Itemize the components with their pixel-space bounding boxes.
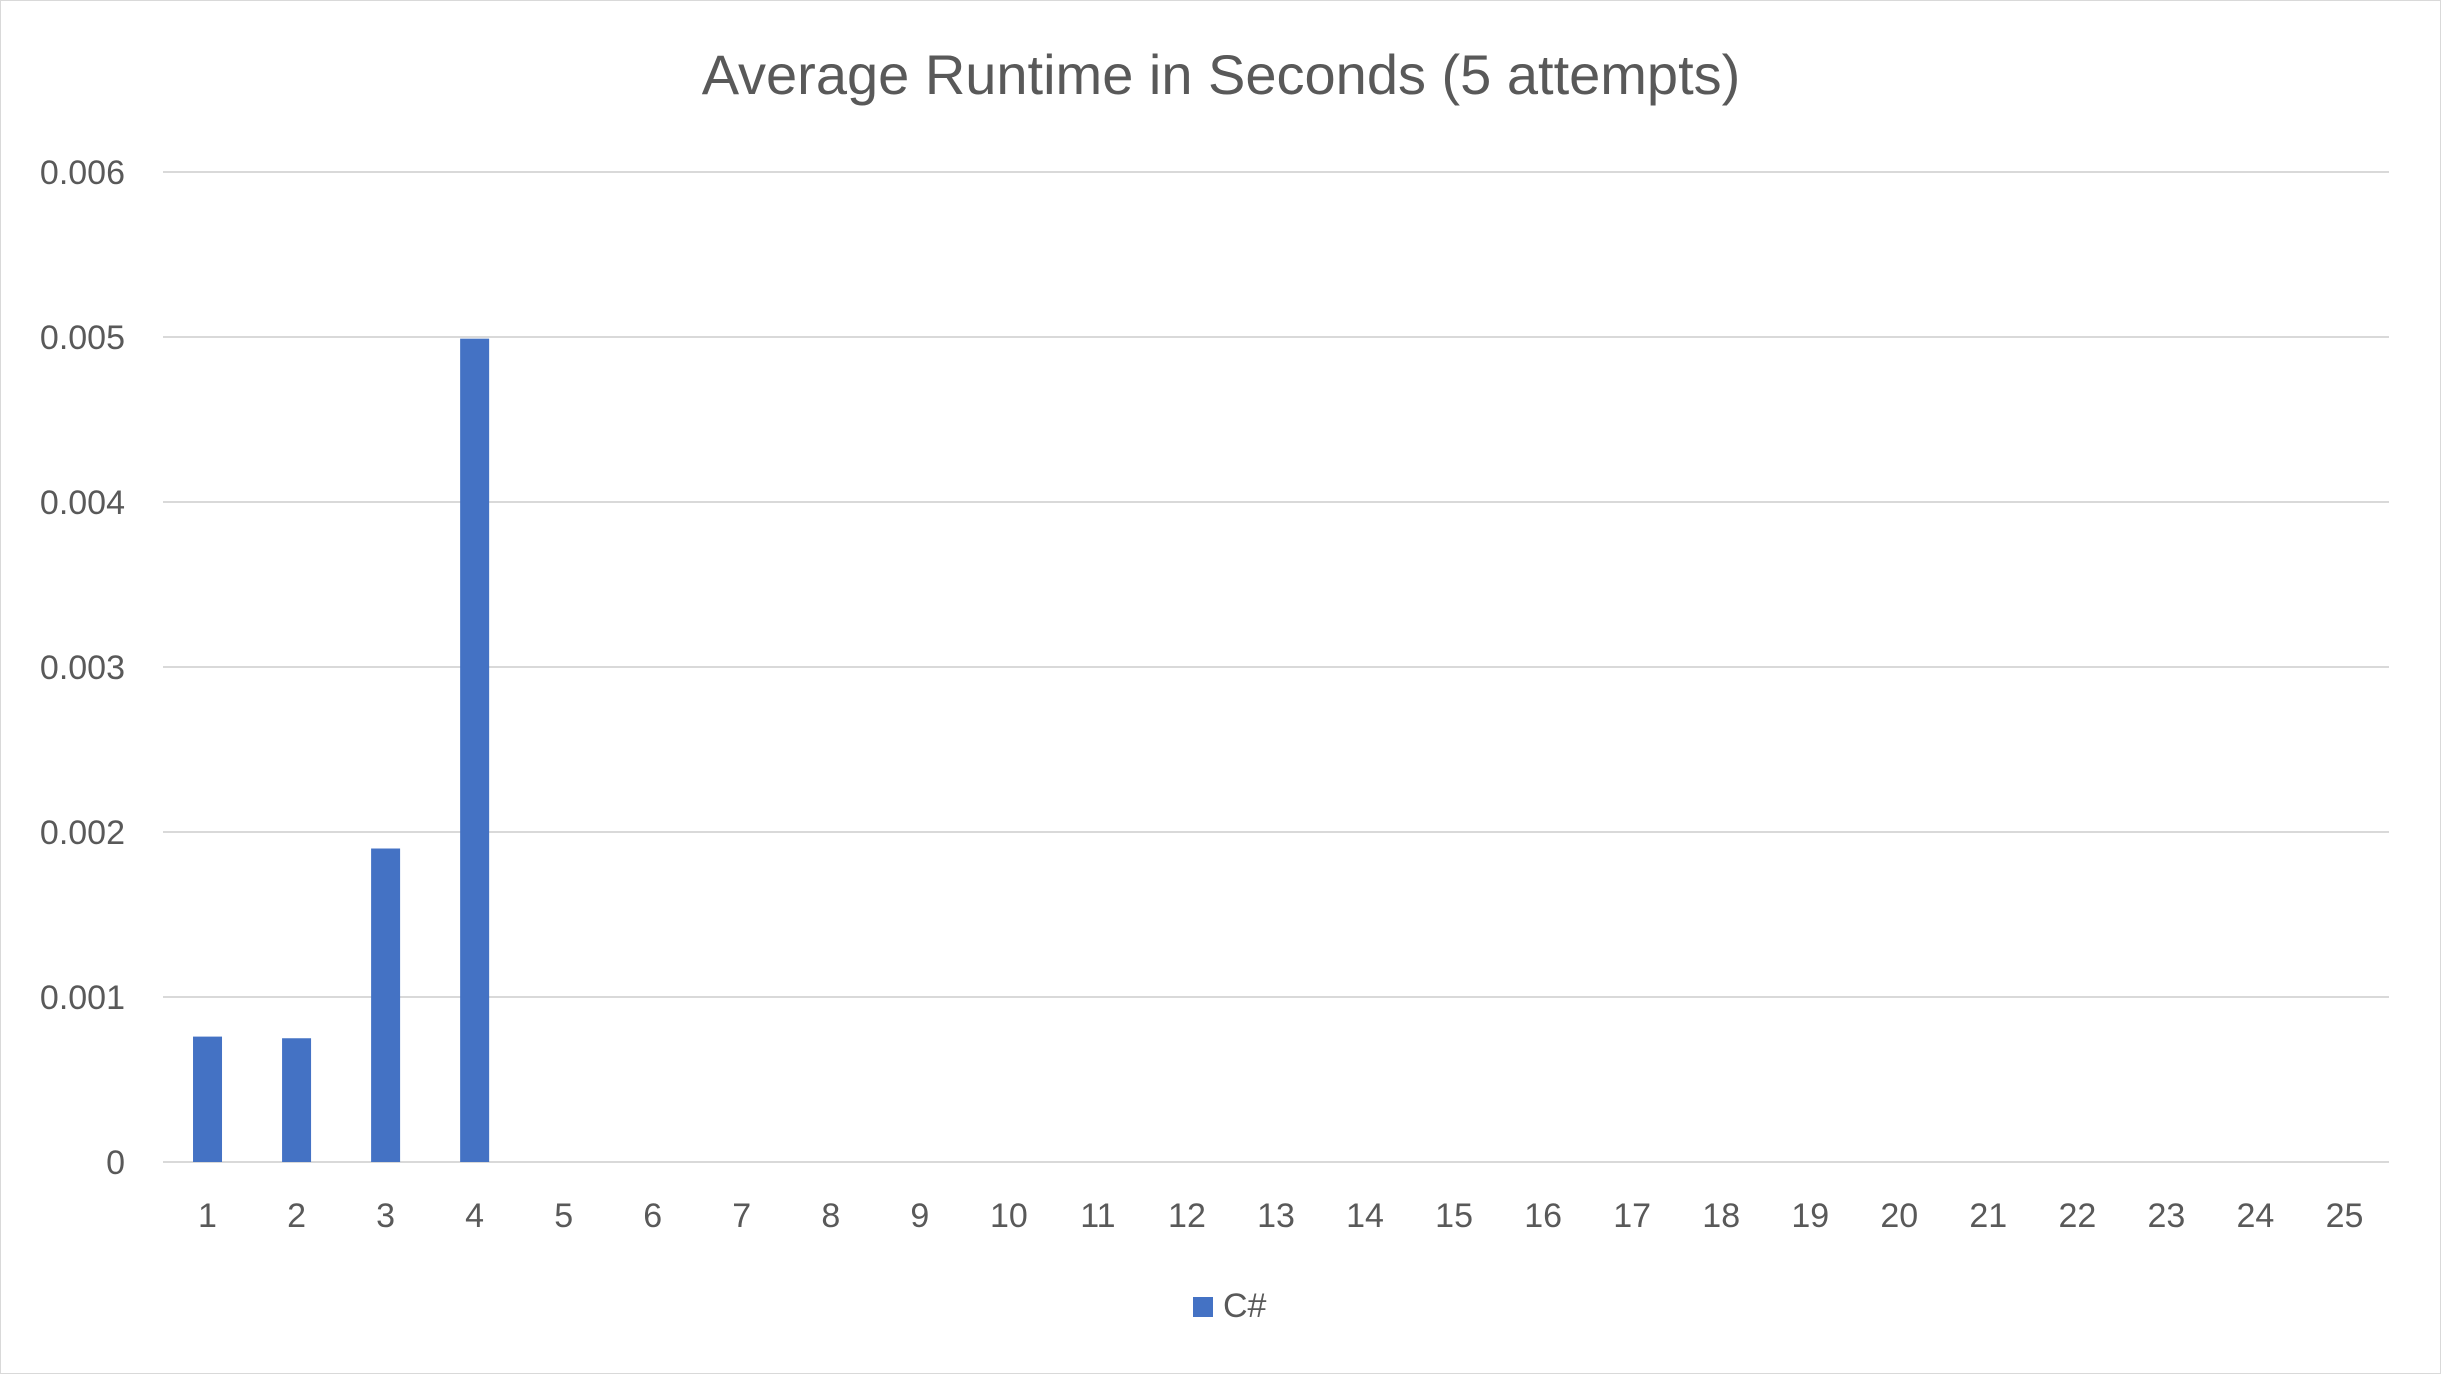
x-tick-label: 12 [1168,1197,1206,1235]
x-tick-label: 21 [1969,1197,2007,1235]
y-tick-label: 0.006 [40,154,125,192]
y-tick-label: 0 [106,1144,125,1182]
x-tick-label: 16 [1524,1197,1562,1235]
y-tick-label: 0.003 [40,649,125,687]
x-tick-label: 20 [1880,1197,1918,1235]
y-tick-label: 0.005 [40,319,125,357]
legend-label: C# [1223,1287,1267,1325]
gridlines [163,171,2389,1163]
legend-swatch [1193,1297,1213,1317]
bar [282,1038,312,1162]
x-tick-label: 22 [2058,1197,2096,1235]
x-tick-label: 5 [554,1197,573,1235]
x-tick-label: 8 [821,1197,840,1235]
x-tick-label: 15 [1435,1197,1473,1235]
x-tick-label: 6 [643,1197,662,1235]
y-axis-tick-labels: 0 0.001 0.002 0.003 0.004 0.005 0.006 [40,154,125,1182]
x-tick-label: 13 [1257,1197,1295,1235]
y-tick-label: 0.001 [40,979,125,1017]
bar [460,338,490,1162]
x-tick-label: 17 [1613,1197,1651,1235]
x-tick-label: 9 [910,1197,929,1235]
x-tick-label: 11 [1080,1197,1115,1235]
bar [193,1036,223,1162]
x-tick-label: 1 [198,1197,217,1235]
y-tick-label: 0.004 [40,484,125,522]
x-tick-label: 24 [2237,1197,2275,1235]
x-tick-label: 2 [287,1197,306,1235]
x-tick-label: 7 [732,1197,751,1235]
y-tick-label: 0.002 [40,814,125,852]
x-tick-label: 23 [2147,1197,2185,1235]
x-tick-label: 10 [990,1197,1028,1235]
x-tick-label: 14 [1346,1197,1384,1235]
x-tick-label: 25 [2326,1197,2364,1235]
legend: C# [1193,1287,1267,1325]
x-tick-label: 19 [1791,1197,1829,1235]
x-tick-label: 4 [465,1197,484,1235]
x-tick-label: 18 [1702,1197,1740,1235]
bar [371,848,401,1162]
chart-title: Average Runtime in Seconds (5 attempts) [702,43,1741,106]
x-tick-label: 3 [376,1197,395,1235]
x-axis-tick-labels: 1 2 3 4 5 6 7 8 9 10 11 12 13 14 15 16 17 18 19 20 21 22 23 24 2… [198,1197,2363,1235]
bar-series [193,338,490,1162]
